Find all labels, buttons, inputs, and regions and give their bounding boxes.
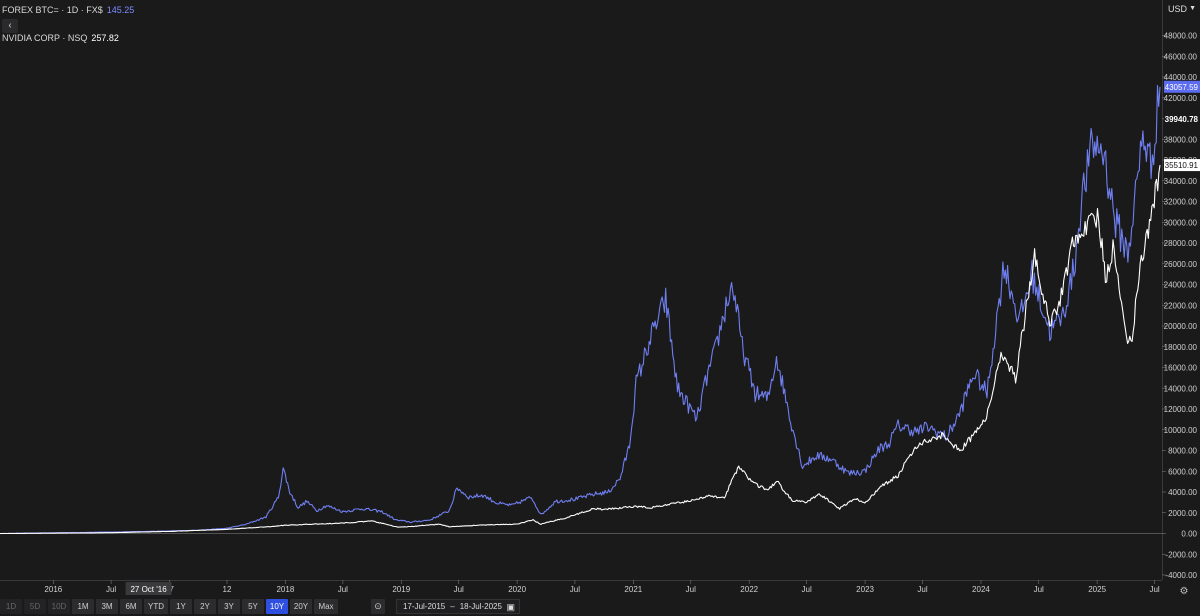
y-axis: -4000.00 -2000.00 0.00 2000.00 4000.00 6000.0… [1162, 0, 1200, 616]
y-tick-label: 38000.00 [1164, 135, 1198, 144]
y-tick-label: 32000.00 [1164, 198, 1198, 207]
range-button-1y[interactable]: 1Y [170, 599, 192, 614]
y-tick-label: 28000.00 [1164, 239, 1198, 248]
date-from: 17-Jul-2015 [403, 602, 446, 611]
legend-btc[interactable]: FOREX BTC= · 1D · FX$ 145.25 [2, 4, 134, 16]
x-tick-label: 2020 [508, 585, 526, 594]
custom-range-icon[interactable]: ⊙ [371, 599, 385, 614]
chevron-down-icon: ▼ [1189, 5, 1196, 12]
price-tag-bg [1164, 80, 1200, 93]
x-tick-label: Jul [1149, 585, 1159, 594]
y-axis-panel [1162, 0, 1200, 616]
y-tick-label: 42000.00 [1164, 94, 1198, 103]
y-tick-label: -2000.00 [1165, 550, 1197, 559]
range-button-1d[interactable]: 1D [0, 599, 22, 614]
x-tick-label: Jul [338, 585, 348, 594]
chart-legend: FOREX BTC= · 1D · FX$ 145.25 NVIDIA CORP … [2, 4, 134, 44]
series-line-btc [0, 84, 1161, 535]
price-tag-bg [1164, 159, 1200, 172]
y-tick-label: 0.00 [1181, 530, 1197, 539]
y-tick-label: 24000.00 [1164, 281, 1198, 290]
crosshair-date-bg [125, 582, 172, 595]
y-tick-label: -4000.00 [1165, 571, 1197, 580]
y-tick-label: 2000.00 [1168, 509, 1197, 518]
price-tag-label: 43057.59 [1165, 83, 1199, 92]
legend-nvda[interactable]: NVIDIA CORP · NSQ 257.82 [2, 32, 134, 44]
legend-btc-value: 145.25 [106, 5, 135, 15]
y-tick-label: 4000.00 [1168, 488, 1197, 497]
y-tick-label: 46000.00 [1164, 52, 1198, 61]
currency-label: USD [1168, 4, 1188, 14]
date-range-field[interactable]: 17-Jul-2015–18-Jul-2025 ▣ [396, 599, 520, 614]
y-tick-label: 12000.00 [1164, 405, 1198, 414]
y-tick-label: 34000.00 [1164, 177, 1198, 186]
x-tick-label: 2024 [972, 585, 990, 594]
legend-btc-label: FOREX BTC= · 1D · FX$ [2, 5, 103, 15]
currency-selector[interactable]: USD ▼ [1166, 2, 1198, 16]
y-tick-label: 10000.00 [1164, 426, 1198, 435]
y-tick-label: 8000.00 [1168, 447, 1197, 456]
x-tick-label: Jul [570, 585, 580, 594]
date-separator: – [450, 602, 455, 611]
range-button-5d[interactable]: 5D [24, 599, 46, 614]
y-tick-label: 44000.00 [1164, 73, 1198, 82]
x-tick-label: Jul [106, 585, 116, 594]
chevron-left-icon: ‹ [8, 20, 12, 31]
x-tick-label: Jul [802, 585, 812, 594]
y-tick-label: 6000.00 [1168, 467, 1197, 476]
calendar-icon[interactable]: ▣ [506, 602, 515, 612]
range-button-3y[interactable]: 3Y [218, 599, 240, 614]
price-tag-label: 35510.91 [1165, 161, 1199, 170]
y-tick-label: 26000.00 [1164, 260, 1198, 269]
y-tick-label: 16000.00 [1164, 364, 1198, 373]
range-button-max[interactable]: Max [314, 599, 338, 614]
y-tick-label: 48000.00 [1164, 32, 1198, 41]
x-tick-label: 2021 [624, 585, 642, 594]
range-button-ytd[interactable]: YTD [144, 599, 168, 614]
price-tag-bg [1164, 113, 1200, 126]
collapse-legend-button[interactable]: ‹ [2, 19, 18, 33]
x-tick-label: 2025 [1088, 585, 1106, 594]
series-layer [0, 84, 1161, 535]
x-tick-label: 2016 [44, 585, 62, 594]
y-tick-label: 14000.00 [1164, 384, 1198, 393]
x-tick-label: Jul [686, 585, 696, 594]
date-to: 18-Jul-2025 [459, 602, 502, 611]
range-button-3m[interactable]: 3M [96, 599, 118, 614]
range-button-10d[interactable]: 10D [48, 599, 70, 614]
y-tick-label: 20000.00 [1164, 322, 1198, 331]
x-tick-label: 2022 [740, 585, 758, 594]
x-tick-label: 2018 [276, 585, 294, 594]
range-button-6m[interactable]: 6M [120, 599, 142, 614]
price-tag-label: 39940.78 [1165, 115, 1199, 124]
y-tick-label: 30000.00 [1164, 218, 1198, 227]
x-tick-label: Jul [1034, 585, 1044, 594]
x-tick-label: Jul [454, 585, 464, 594]
y-tick-label: 18000.00 [1164, 343, 1198, 352]
crosshair-date-label: 27 Oct '16 [130, 585, 167, 594]
range-button-2y[interactable]: 2Y [194, 599, 216, 614]
settings-icon[interactable]: ⚙ [1179, 586, 1189, 597]
x-tick-label: 2023 [856, 585, 874, 594]
range-button-1m[interactable]: 1M [72, 599, 94, 614]
price-tags: 43057.59 39940.78 35510.91 [1164, 80, 1200, 172]
x-tick-label: 2019 [392, 585, 410, 594]
legend-nvda-label: NVIDIA CORP · NSQ [2, 33, 88, 43]
legend-nvda-value: 257.82 [91, 33, 119, 43]
range-button-5y[interactable]: 5Y [242, 599, 264, 614]
series-line-nvda [0, 165, 1161, 535]
x-tick-label: Jul [917, 585, 927, 594]
range-button-20y[interactable]: 20Y [290, 599, 312, 614]
range-toolbar: 1D 5D 10D 1M 3M 6M YTD 1Y 2Y 3Y 5Y 10Y 20Y Max ⊙ 17-J… [0, 599, 1200, 615]
x-axis: 2016Jul17122018Jul2019Jul2020Jul2021Jul2… [0, 580, 1162, 595]
range-button-10y[interactable]: 10Y [266, 599, 288, 614]
y-tick-label: 22000.00 [1164, 301, 1198, 310]
x-tick-label: 12 [223, 585, 232, 594]
